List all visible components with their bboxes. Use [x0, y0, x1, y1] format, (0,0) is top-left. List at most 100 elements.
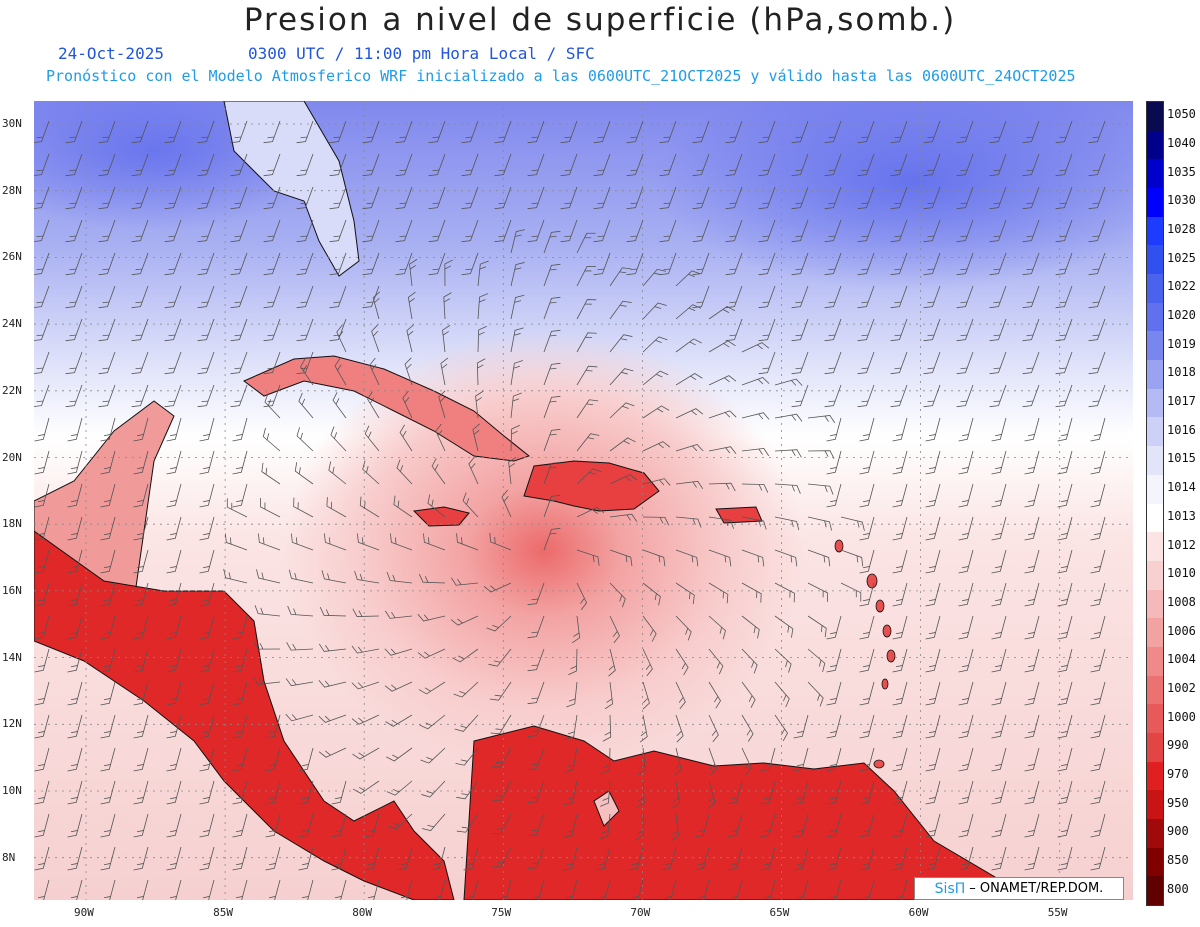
wind-barb [890, 153, 908, 177]
wind-barb [419, 714, 446, 730]
wind-barb [774, 714, 788, 742]
wind-barb [741, 412, 770, 420]
wind-barb [454, 714, 479, 732]
wind-barb [329, 285, 347, 309]
wind-barb [197, 153, 215, 177]
wind-barb [642, 268, 667, 287]
wind-barb [100, 516, 116, 541]
wind-barb [199, 714, 215, 739]
wind-barb [708, 306, 736, 320]
wind-barb [351, 714, 380, 725]
legend-swatch [1147, 675, 1163, 705]
wind-barb [1055, 351, 1073, 375]
wind-barb [417, 613, 446, 622]
wind-barb [199, 681, 215, 706]
wind-barb [1055, 153, 1073, 177]
legend-label: 1004 [1167, 652, 1196, 667]
wind-barb [329, 252, 347, 276]
wind-barb [989, 384, 1007, 408]
wind-barb [991, 516, 1007, 541]
wind-barb [675, 714, 684, 743]
wind-barb [34, 153, 50, 177]
wind-barb [164, 120, 182, 144]
florida-land [223, 101, 360, 277]
wind-barb [164, 219, 182, 243]
wind-barb [708, 648, 724, 675]
wind-barb [807, 549, 831, 567]
wind-barb [543, 428, 561, 452]
legend-swatch [1147, 618, 1163, 648]
wind-barb [859, 582, 875, 607]
wind-barb [675, 373, 703, 386]
lon-label: 90W [74, 906, 94, 919]
wind-barb [199, 483, 215, 508]
wind-barb [741, 447, 770, 457]
wind-barb [925, 846, 941, 871]
wind-barb [199, 879, 215, 900]
wind-barb [34, 516, 50, 541]
wind-barb [608, 648, 616, 677]
wind-barb [443, 292, 452, 320]
wind-barb [807, 483, 834, 495]
wind-barb [543, 263, 561, 287]
wind-barb [1090, 648, 1106, 673]
wind-barb [450, 577, 479, 586]
wind-barb [628, 879, 644, 900]
wind-barb [65, 120, 83, 144]
wind-barb [1090, 747, 1106, 772]
wind-barb [131, 318, 149, 342]
wind-barb [824, 384, 842, 408]
wind-barb [563, 780, 578, 806]
wind-barb [1024, 615, 1040, 640]
wind-barb [642, 582, 661, 606]
color-scale-bar [1146, 101, 1164, 906]
wind-barb [791, 120, 809, 144]
wind-barb [452, 648, 479, 663]
credit-box: SisΠ – ONAMET/REP.DOM. [914, 877, 1124, 900]
wind-barb [296, 285, 314, 309]
wind-barb [807, 648, 826, 673]
legend-swatch [1147, 188, 1163, 218]
wind-barb [197, 186, 215, 210]
wind-barb [566, 681, 578, 708]
wind-barb [1024, 417, 1040, 442]
wind-barb [791, 384, 809, 408]
wind-barb [133, 450, 149, 475]
wind-barb [692, 186, 710, 210]
legend-swatch [1147, 388, 1163, 418]
wind-barb [298, 392, 314, 419]
wind-barb [428, 252, 446, 276]
legend-label: 1016 [1167, 422, 1196, 437]
wind-barb [230, 120, 248, 144]
wind-barb [385, 714, 413, 727]
wind-barb [423, 533, 446, 551]
wind-barb [329, 318, 347, 342]
wind-barb [741, 681, 756, 708]
wind-barb [98, 153, 116, 177]
wind-barb [421, 813, 446, 832]
wind-barb [510, 424, 520, 452]
legend-swatch [1147, 560, 1163, 591]
wind-barb [692, 252, 710, 276]
lat-label: 14N [2, 650, 22, 664]
wind-barb [609, 300, 632, 320]
legend-label: 1020 [1167, 308, 1196, 323]
wind-barb [824, 120, 842, 144]
wind-barb [989, 252, 1007, 276]
wind-barb [34, 219, 50, 243]
wind-barb [1024, 681, 1040, 706]
wind-barb [263, 351, 281, 375]
wind-barb [364, 879, 380, 900]
wind-barb [67, 417, 83, 442]
wind-barb [595, 879, 611, 900]
wind-barb [642, 370, 669, 386]
wind-barb [609, 402, 635, 419]
wind-barb [642, 516, 670, 526]
wind-barb [925, 780, 941, 805]
wind-barb [393, 495, 413, 518]
wind-barb [67, 582, 83, 607]
wind-barb [318, 747, 347, 758]
wind-barb [991, 681, 1007, 706]
wind-barb [725, 219, 743, 243]
wind-barb [34, 879, 50, 900]
